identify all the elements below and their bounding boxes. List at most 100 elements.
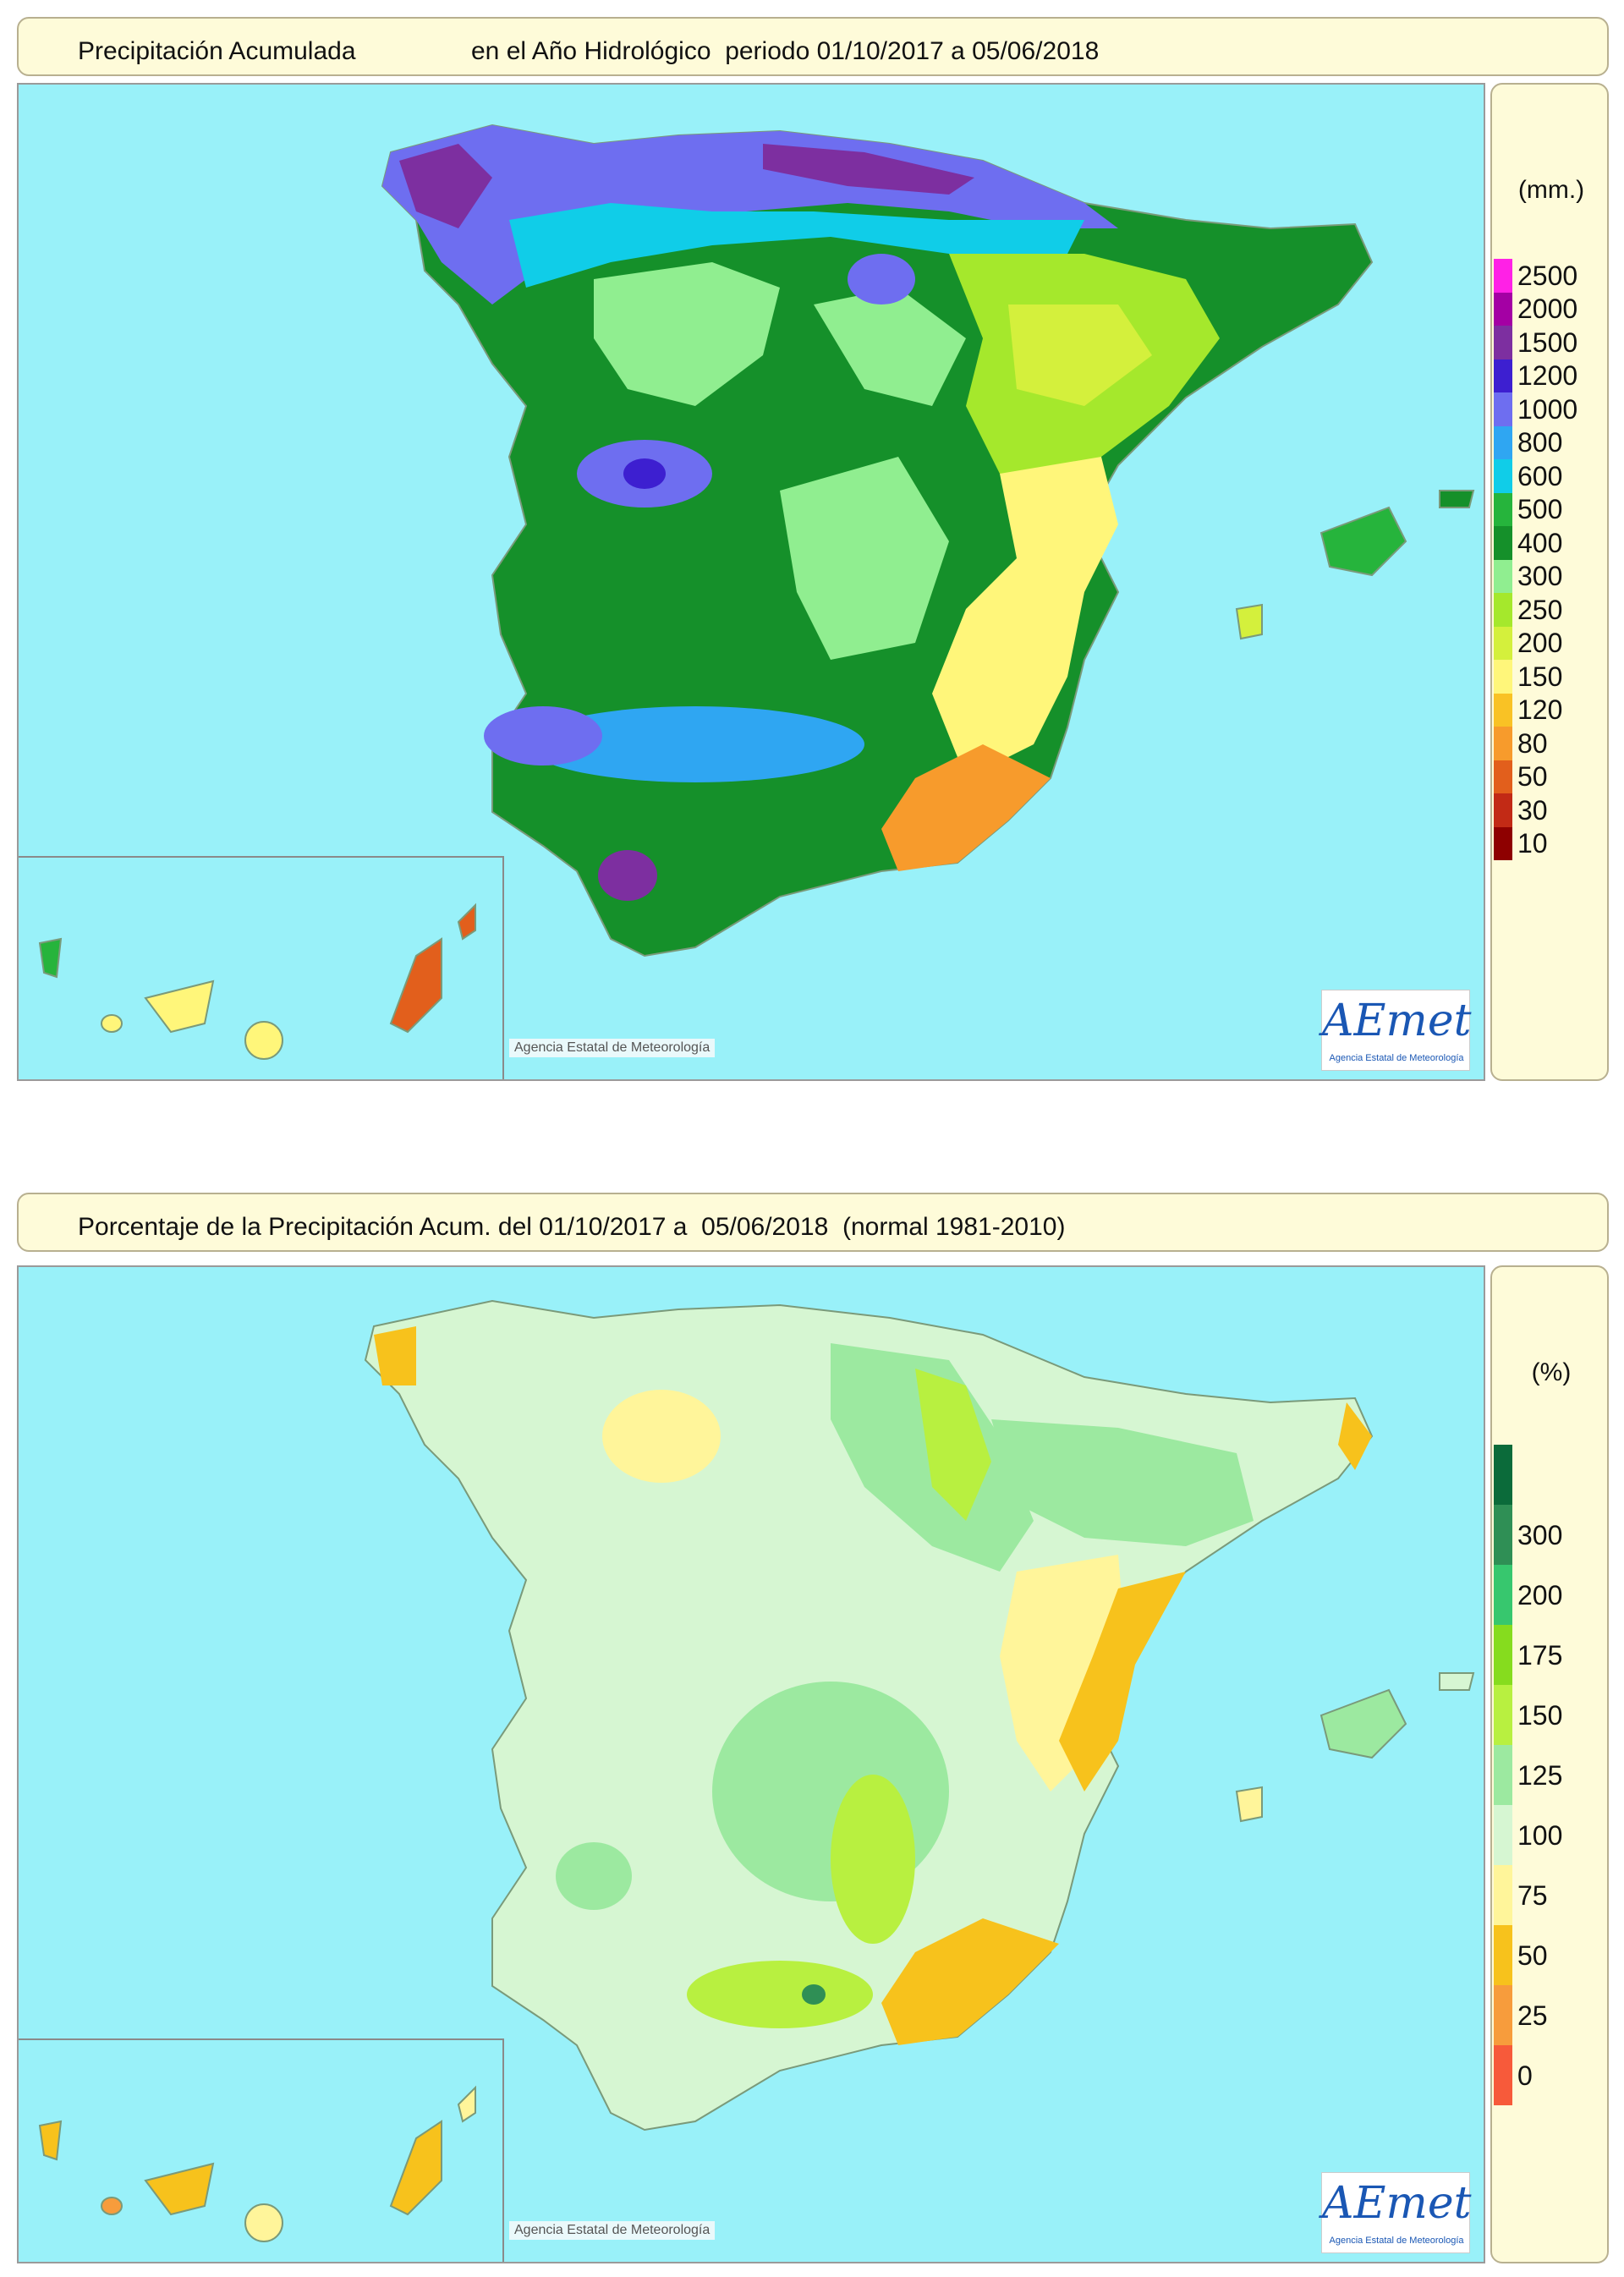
map-title-right: en el Año Hidrológico periodo 01/10/2017…: [471, 37, 1100, 65]
legend-value: 1200: [1517, 360, 1578, 392]
legend-value: 0: [1517, 2060, 1533, 2091]
legend-swatch: [1494, 425, 1512, 459]
aemet-logo-text: AEmet: [1322, 2178, 1472, 2229]
legend-value: 50: [1517, 761, 1548, 793]
map-title-bar: Precipitación Acumulada en el Año Hidrol…: [17, 17, 1609, 76]
cantabria-wet: [763, 144, 974, 195]
map-area: Agencia Estatal de Meteorología AEmet Ag…: [17, 1265, 1485, 2263]
mallorca: [1320, 506, 1407, 577]
legend-value: 1000: [1517, 393, 1578, 425]
map-title-left: Precipitación Acumulada: [78, 37, 356, 65]
legend-value: 150: [1517, 1699, 1563, 1731]
legend-swatch: [1494, 326, 1512, 359]
catalonia-coast-dry: [1338, 1402, 1372, 1470]
canary-inset: [19, 856, 504, 1079]
tenerife: [144, 979, 215, 1034]
legend-swatch: [1494, 760, 1512, 793]
legend-swatch: [1494, 292, 1512, 326]
legend-value: 800: [1517, 427, 1563, 458]
la-palma: [38, 2120, 63, 2161]
central-lime: [831, 1775, 915, 1944]
legend-swatch: [1494, 2045, 1512, 2105]
legend-swatch: [1494, 559, 1512, 593]
spain-percentage-map: [38, 1299, 1475, 2242]
aemet-logo-text: AEmet: [1322, 996, 1472, 1046]
legend-swatch: [1494, 359, 1512, 392]
central-plateau: [594, 262, 780, 406]
legend-swatch: [1494, 526, 1512, 560]
la-mancha: [780, 457, 949, 660]
central-blue-core: [623, 458, 666, 489]
legend-value: 200: [1517, 628, 1563, 659]
legend-unit: (%): [1531, 1358, 1572, 1386]
precipitation-map-panel: Precipitación Acumulada en el Año Hidrol…: [0, 0, 1624, 1091]
legend-swatch: [1494, 660, 1512, 694]
percentage-map-panel: Porcentaje de la Precipitación Acum. del…: [0, 1193, 1624, 2277]
legend-swatch: [1494, 1865, 1512, 1925]
legend-swatch: [1494, 492, 1512, 526]
spain-precipitation-map: [38, 123, 1475, 1060]
la-gomera: [101, 1014, 123, 1033]
legend-value: 2500: [1517, 260, 1578, 291]
legend-value: 250: [1517, 594, 1563, 625]
legend-swatch: [1494, 826, 1512, 860]
legend-swatch: [1494, 1445, 1512, 1505]
galicia-dry: [374, 1326, 416, 1385]
legend-value: 80: [1517, 727, 1548, 759]
legend-value: 100: [1517, 1819, 1563, 1851]
legend-swatch: [1494, 793, 1512, 827]
ebro-light: [1008, 305, 1152, 406]
menorca: [1439, 490, 1475, 508]
andalusia-lime: [687, 1961, 873, 2028]
legend-value: 120: [1517, 694, 1563, 726]
legend-value: 25: [1517, 2000, 1548, 2031]
legend-value: 300: [1517, 1519, 1563, 1550]
north-lime: [915, 1369, 991, 1521]
ibiza: [1235, 1786, 1263, 1823]
southeast-dry: [881, 1918, 1059, 2045]
valencia-coast-dry: [1059, 1572, 1186, 1791]
tenerife: [144, 2162, 215, 2216]
ebro-green: [991, 1419, 1254, 1546]
legend-swatch: [1494, 1685, 1512, 1745]
legend-value: 500: [1517, 494, 1563, 525]
northeast-blue: [848, 254, 915, 305]
legend-swatch: [1494, 459, 1512, 493]
legend-swatch: [1494, 259, 1512, 293]
map-title-bar: Porcentaje de la Precipitación Acum. del…: [17, 1193, 1609, 1252]
south-blue-band-2: [484, 706, 602, 765]
map-area: Agencia Estatal de Meteorología AEmet Ag…: [17, 83, 1485, 1081]
legend-swatch: [1494, 593, 1512, 627]
legend-value: 200: [1517, 1579, 1563, 1610]
legend-swatch: [1494, 392, 1512, 426]
legend-swatch: [1494, 1805, 1512, 1865]
legend-swatch: [1494, 1625, 1512, 1685]
mallorca: [1320, 1688, 1407, 1759]
copyright-note: Agencia Estatal de Meteorología: [509, 2221, 716, 2240]
la-gomera: [101, 2197, 123, 2215]
legend-value: 600: [1517, 460, 1563, 491]
legend-value: 50: [1517, 1940, 1548, 1971]
west-green: [556, 1842, 632, 1910]
legend-unit: (mm.): [1517, 176, 1585, 204]
legend-value: 175: [1517, 1639, 1563, 1671]
legend-panel: (mm.) 2500 2000 1500 1200 1000 800 600 500 400 30…: [1490, 83, 1609, 1081]
legend-panel: (%) 300 200 175 150 125 100 75 50 25 0: [1490, 1265, 1609, 2263]
legend-swatch: [1494, 727, 1512, 760]
aemet-logo: AEmet Agencia Estatal de Meteorología: [1321, 2172, 1472, 2253]
legend-value: 30: [1517, 794, 1548, 826]
legend-value: 10: [1517, 828, 1548, 859]
south-blue-band: [526, 706, 864, 782]
menorca: [1439, 1672, 1475, 1691]
legend-value: 150: [1517, 661, 1563, 692]
legend-swatch: [1494, 1985, 1512, 2045]
fuerteventura: [389, 937, 442, 1034]
map-title: Porcentaje de la Precipitación Acum. del…: [78, 1213, 1066, 1241]
north-very-wet: [399, 144, 492, 228]
legend-value: 75: [1517, 1879, 1548, 1911]
legend-swatch: [1494, 1745, 1512, 1805]
legend-value: 300: [1517, 561, 1563, 592]
legend-swatch: [1494, 1565, 1512, 1625]
southeast-dry: [881, 744, 1051, 871]
andalusia-dark: [802, 1984, 826, 2005]
